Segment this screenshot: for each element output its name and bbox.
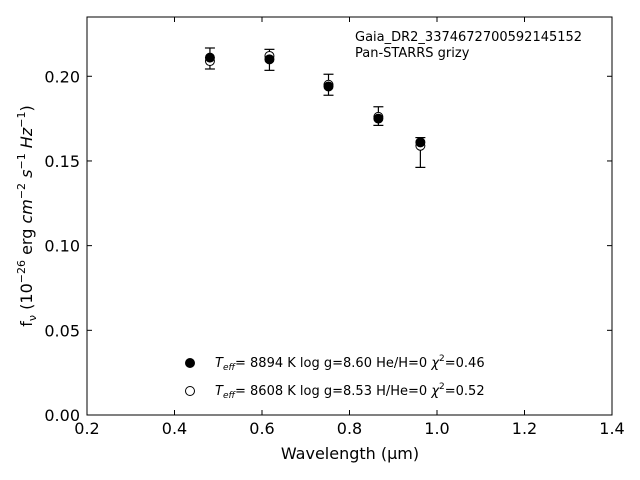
x-tick-label: 1.0 [424, 419, 449, 438]
model-point-filled [323, 81, 334, 92]
data-points [204, 50, 426, 151]
legend-marker-open [185, 386, 195, 396]
object-id-annotation: Gaia_DR2_3374672700592145152 [355, 30, 582, 45]
error-bars [204, 47, 426, 168]
x-tick-label: 1.2 [512, 419, 537, 438]
x-tick-label: 0.4 [162, 419, 187, 438]
legend-entry-1: Teff= 8894 K log g=8.60 He/H=0 χ2=0.46 [215, 354, 485, 373]
y-tick-label: 0.20 [44, 67, 80, 86]
x-tick-label: 1.4 [599, 419, 624, 438]
x-tick-label: 0.2 [74, 419, 99, 438]
y-axis-ticks: 0.00 0.05 0.10 0.15 0.20 [44, 67, 612, 425]
model-point-filled [415, 137, 426, 148]
survey-annotation: Pan-STARRS grizy [355, 46, 470, 61]
y-tick-label: 0.15 [44, 152, 80, 171]
model-point-filled [373, 113, 384, 124]
legend-entry-2: Teff= 8608 K log g=8.53 H/He=0 χ2=0.52 [215, 382, 485, 401]
legend: Teff= 8894 K log g=8.60 He/H=0 χ2=0.46 T… [185, 354, 485, 401]
x-tick-label: 0.8 [337, 419, 362, 438]
y-tick-label: 0.05 [44, 321, 80, 340]
y-tick-label: 0.00 [44, 406, 80, 425]
model-point-filled [264, 54, 275, 65]
x-axis-ticks: 0.2 0.4 0.6 0.8 1.0 1.2 1.4 [74, 17, 625, 438]
y-axis-label: fν (10−26 erg cm−2 s−1 Hz−1) [15, 105, 39, 326]
x-axis-label: Wavelength (μm) [281, 444, 419, 463]
legend-marker-filled [185, 358, 195, 368]
model-point-filled [204, 52, 215, 63]
y-tick-label: 0.10 [44, 237, 80, 256]
x-tick-label: 0.6 [249, 419, 274, 438]
